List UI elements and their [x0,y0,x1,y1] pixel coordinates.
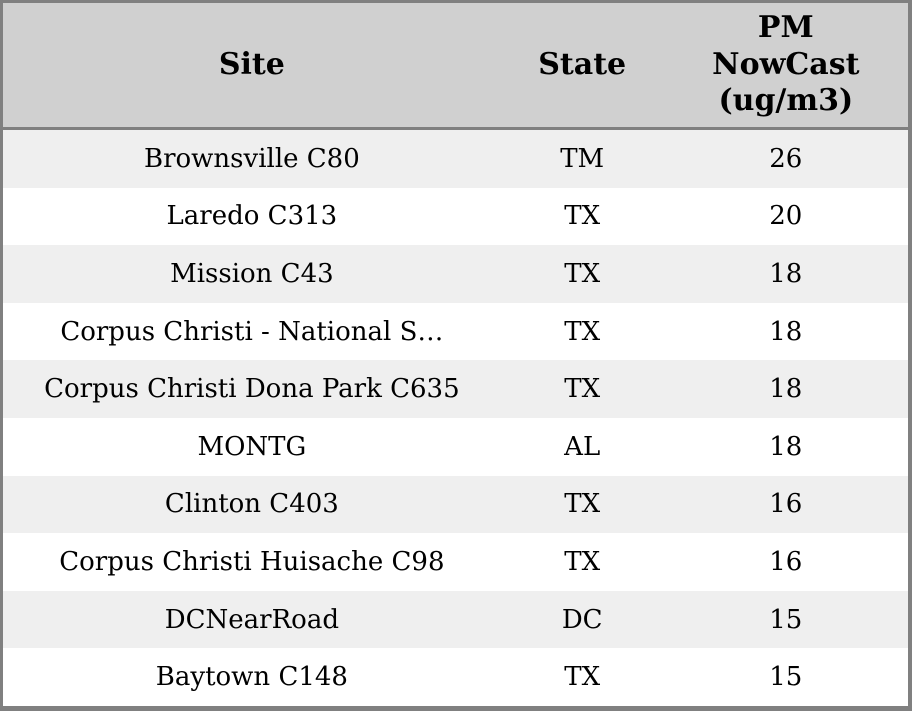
table-row: DCNearRoad DC 15 [3,590,908,649]
table-row: Brownsville C80 TM 26 [3,128,908,188]
pm-cell: 16 [769,489,803,520]
pm-cell: 18 [769,316,803,347]
state-cell: AL [564,431,601,462]
table-row: Clinton C403 TX 16 [3,475,908,534]
pm-cell: 15 [769,604,803,635]
pm-cell: 18 [769,374,803,405]
state-cell: TX [564,316,601,347]
site-cell: Clinton C403 [164,489,339,520]
site-cell: Mission C43 [170,259,334,289]
state-cell: TM [560,143,605,174]
table-body: Brownsville C80 TM 26 Laredo C313 TX 20 … [3,128,908,706]
state-cell: TX [564,259,601,289]
site-cell: Laredo C313 [166,201,338,232]
site-cell: Baytown C148 [155,662,348,693]
table-header-row: Site State PM NowCast (ug/m3) [3,3,908,130]
pm-cell: 18 [769,259,803,289]
pm-nowcast-table: Site State PM NowCast (ug/m3) Brownsvill… [3,3,908,706]
site-cell: Corpus Christi - National S… [60,316,444,347]
table-row: Baytown C148 TX 15 [3,648,908,706]
state-cell: DC [561,604,603,635]
pm-cell: 15 [769,662,803,693]
site-cell: MONTG [197,431,307,462]
table-row: Corpus Christi - National S… TX 18 [3,302,908,361]
pm-cell: 26 [769,143,803,174]
column-header-site[interactable]: Site [3,3,501,130]
site-cell: Brownsville C80 [143,143,360,174]
table-row: Laredo C313 TX 20 [3,187,908,246]
state-cell: TX [564,662,601,693]
table-row: Corpus Christi Huisache C98 TX 16 [3,533,908,591]
column-header-pm-nowcast[interactable]: PM NowCast (ug/m3) [663,3,908,130]
pm-cell: 16 [769,546,803,577]
site-cell: Corpus Christi Huisache C98 [59,546,445,577]
table-row: Mission C43 TX 18 [3,245,908,303]
table-row: MONTG AL 18 [3,417,908,476]
state-cell: TX [564,374,601,405]
state-cell: TX [564,546,601,577]
site-cell: Corpus Christi Dona Park C635 [44,374,460,405]
pm-cell: 18 [769,431,803,462]
column-header-state[interactable]: State [500,3,664,130]
site-cell: DCNearRoad [164,604,339,635]
state-cell: TX [564,201,601,232]
state-cell: TX [564,489,601,520]
table-row: Corpus Christi Dona Park C635 TX 18 [3,360,908,418]
pm-cell: 20 [769,201,803,232]
